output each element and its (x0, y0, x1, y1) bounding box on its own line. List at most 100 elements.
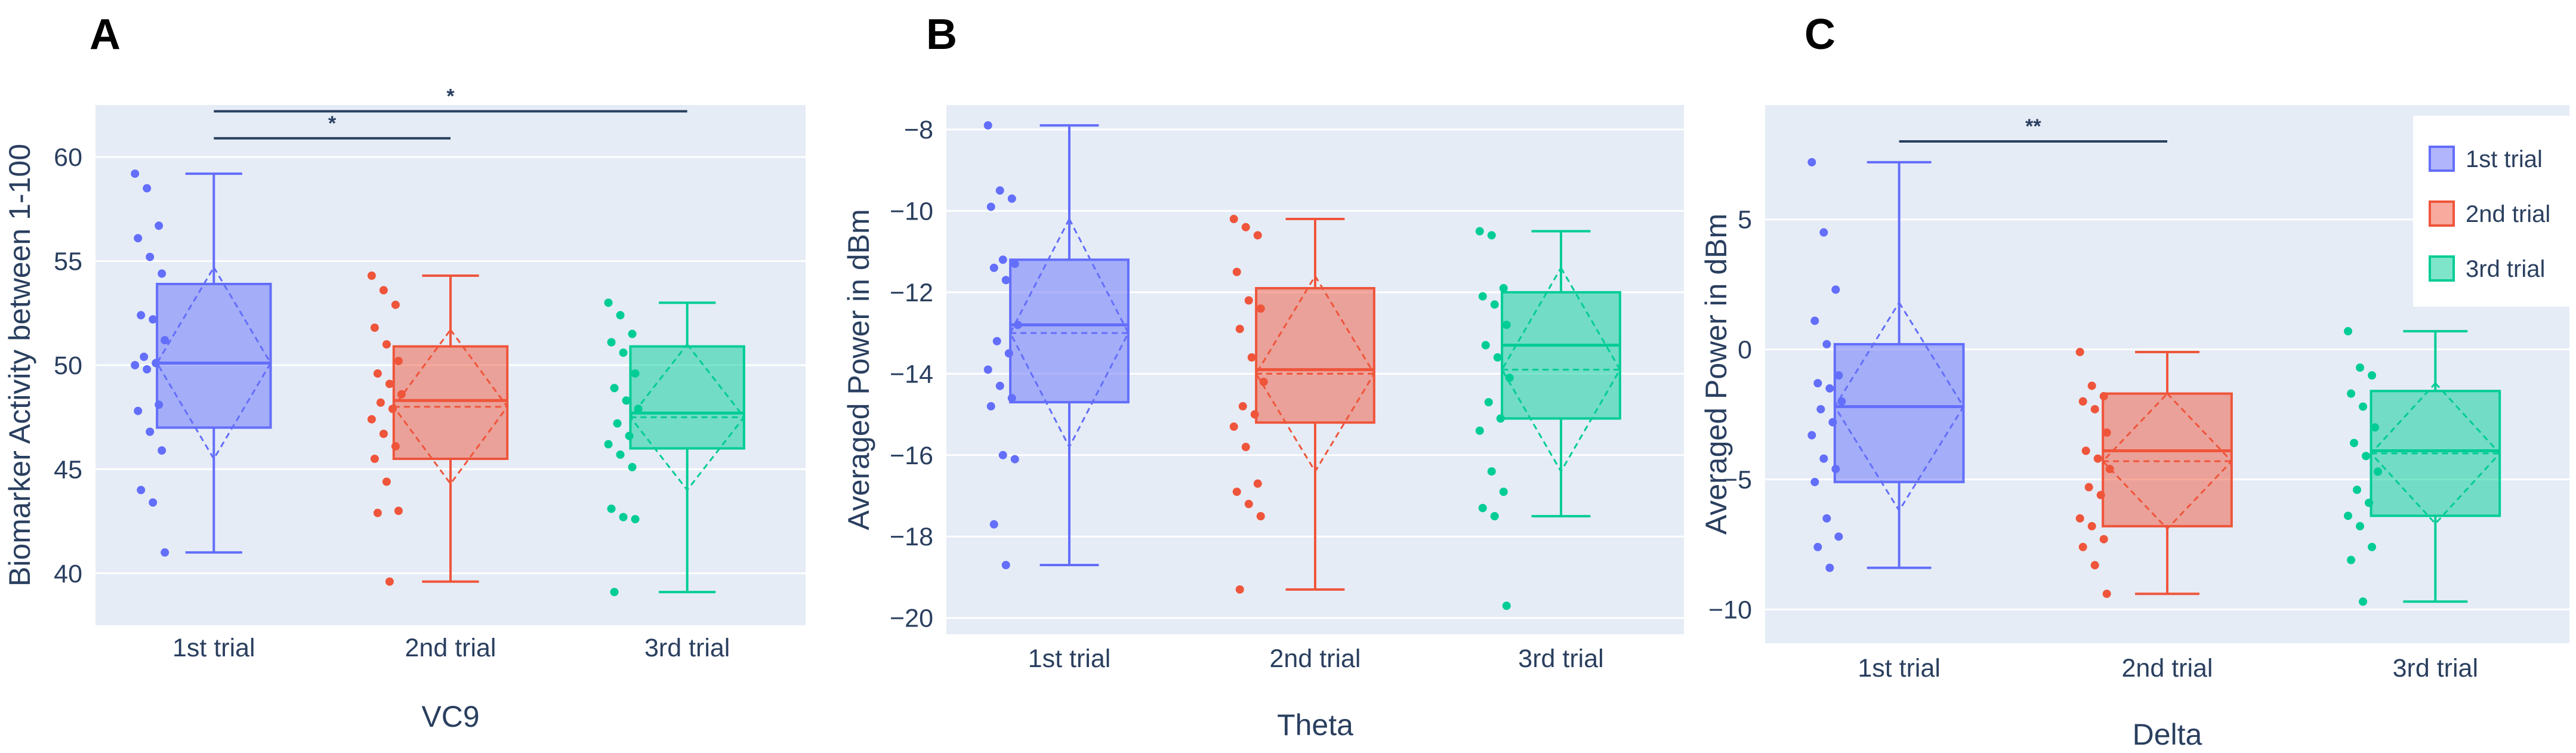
data-point (1499, 487, 1508, 496)
box-iqr (629, 345, 745, 450)
data-point (1499, 284, 1508, 293)
data-point (1831, 285, 1840, 294)
data-point (616, 311, 625, 320)
data-point (373, 369, 382, 378)
data-point (607, 338, 616, 347)
data-point (1813, 542, 1822, 551)
y-tick-label: 55 (54, 248, 82, 276)
y-tick-label: −8 (904, 116, 933, 144)
y-tick-label: 40 (54, 560, 82, 588)
data-point (161, 548, 169, 557)
y-tick-label: −5 (1723, 465, 1752, 494)
data-point (131, 169, 140, 178)
data-point (385, 577, 394, 586)
data-point (2365, 498, 2374, 507)
data-point (986, 402, 995, 411)
data-point (2368, 371, 2377, 380)
data-point (388, 405, 397, 413)
data-point (379, 286, 388, 295)
data-point (2090, 405, 2099, 413)
box-group-2 (2075, 347, 2233, 598)
x-tick-label: 3rd trial (2393, 654, 2478, 683)
data-point (2374, 467, 2383, 476)
mean-sd-diamond (1255, 274, 1375, 473)
data-point (1244, 499, 1253, 508)
data-point (989, 520, 998, 529)
legend-label: 3rd trial (2466, 256, 2545, 282)
data-point (989, 263, 998, 272)
data-point (2359, 402, 2368, 411)
data-point (1810, 316, 1819, 325)
data-point (1810, 477, 1819, 486)
box-iqr (1833, 342, 1965, 483)
data-point (2359, 597, 2368, 606)
data-point (2350, 439, 2359, 448)
data-point (370, 323, 379, 332)
data-point (370, 454, 379, 463)
data-point (604, 440, 613, 449)
x-tick-label: 3rd trial (1518, 644, 1603, 673)
data-point (1247, 353, 1256, 362)
data-point (1816, 405, 1825, 413)
data-point (367, 415, 376, 424)
data-point (137, 311, 146, 320)
data-point (2356, 363, 2365, 372)
data-point (616, 450, 625, 459)
y-tick-label: −16 (890, 442, 933, 470)
data-point (1007, 394, 1016, 403)
data-point (995, 186, 1004, 195)
data-point (143, 184, 152, 193)
data-point (152, 359, 161, 368)
data-point (2356, 521, 2365, 530)
data-point (1819, 228, 1828, 237)
data-point (1010, 455, 1019, 464)
significance-label: * (328, 112, 337, 135)
data-point (607, 504, 616, 513)
data-point (1837, 397, 1846, 406)
legend[interactable]: 1st trial 2nd trial 3rd trial (2413, 116, 2569, 307)
data-point (2075, 347, 2084, 356)
data-point (391, 300, 400, 309)
data-point (1475, 426, 1484, 435)
data-point (1244, 296, 1253, 305)
box-iqr (1009, 258, 1130, 404)
x-tick-label: 1st trial (1858, 654, 1941, 683)
data-point (983, 365, 992, 374)
data-point (376, 398, 385, 407)
data-point (2102, 428, 2111, 437)
box-group-3 (1475, 227, 1621, 610)
data-point (2096, 490, 2105, 499)
data-point (397, 390, 406, 399)
data-point (2368, 542, 2377, 551)
data-point (1807, 431, 1816, 440)
data-point (1256, 304, 1265, 313)
data-point (1241, 223, 1250, 232)
data-point (1007, 194, 1016, 203)
data-point (1505, 374, 1514, 382)
data-point (1831, 465, 1840, 474)
data-point (146, 252, 155, 261)
legend-swatch (2429, 255, 2455, 282)
y-axis-title: Averaged Power in dBm (1699, 214, 1733, 535)
data-point (2075, 514, 2084, 523)
data-point (1004, 349, 1013, 358)
box-iqr (1255, 287, 1375, 424)
data-point (131, 361, 140, 369)
data-point (155, 400, 163, 409)
data-point (631, 369, 640, 378)
data-point (1825, 384, 1834, 393)
data-point (140, 353, 149, 362)
data-point (134, 406, 143, 415)
data-point (634, 405, 643, 413)
box-iqr (2102, 392, 2233, 527)
box-iqr (392, 345, 509, 460)
data-point (1487, 231, 1496, 240)
data-point (613, 419, 622, 428)
data-point (1487, 467, 1496, 476)
box-group-2 (367, 271, 509, 586)
legend-swatch (2429, 200, 2455, 227)
x-tick-label: 3rd trial (644, 634, 730, 662)
data-point (622, 396, 631, 405)
data-point (1478, 504, 1487, 513)
data-point (1496, 414, 1505, 423)
